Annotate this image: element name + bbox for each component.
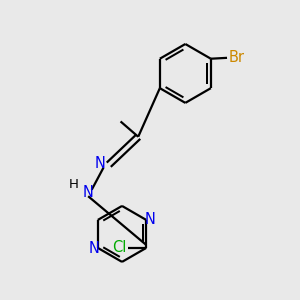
Text: H: H: [68, 178, 78, 191]
Text: Cl: Cl: [112, 240, 127, 255]
Text: N: N: [95, 156, 106, 171]
Text: N: N: [83, 185, 94, 200]
Text: N: N: [89, 241, 100, 256]
Text: N: N: [144, 212, 155, 227]
Text: Br: Br: [229, 50, 244, 65]
